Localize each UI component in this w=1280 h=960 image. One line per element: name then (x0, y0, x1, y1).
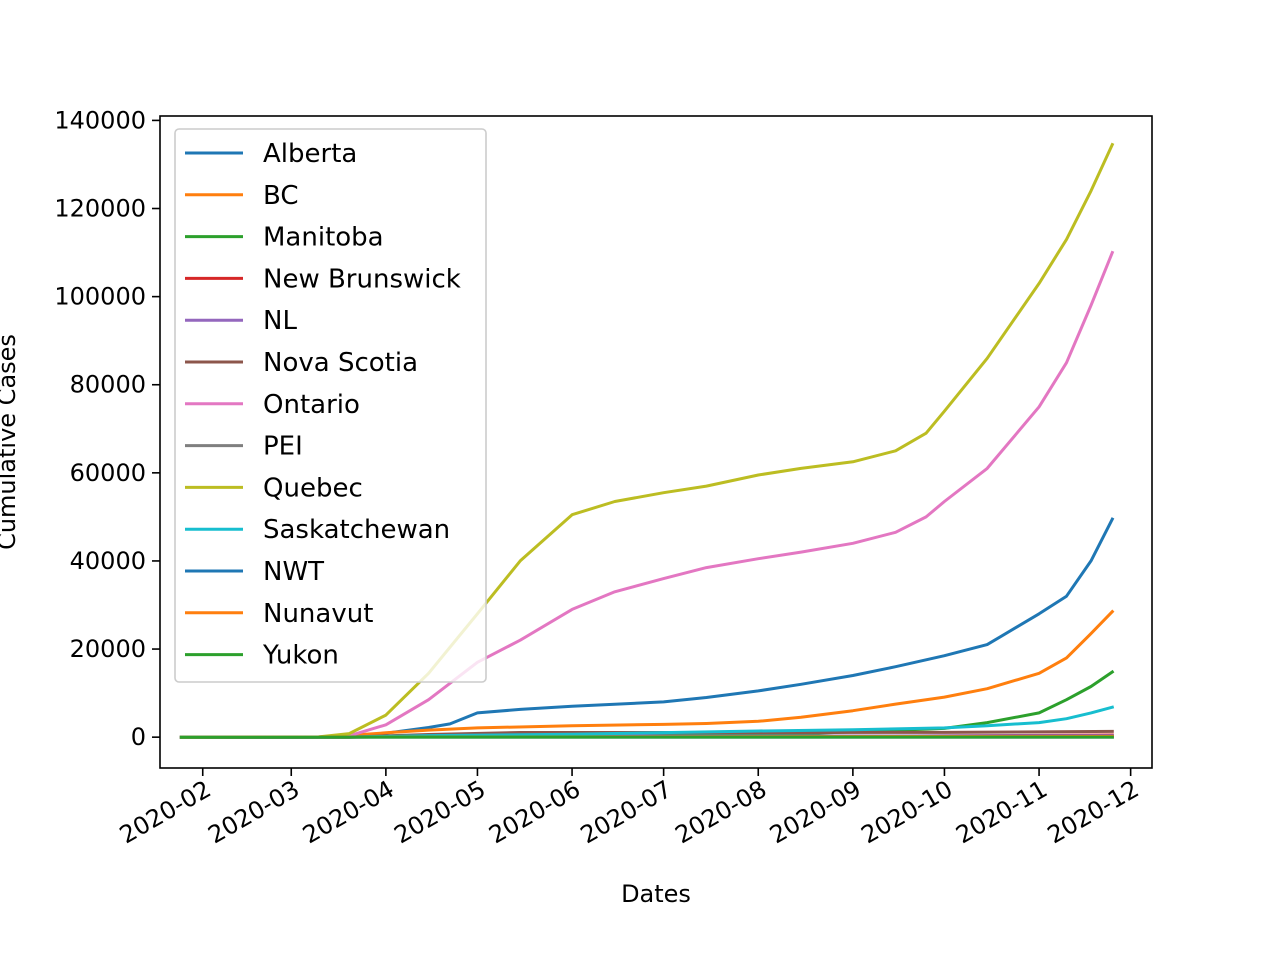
y-tick-label: 120000 (54, 195, 146, 223)
legend-label-nova-scotia: Nova Scotia (263, 348, 418, 378)
axes-frame (159, 115, 1153, 769)
legend-label-nwt: NWT (263, 557, 324, 587)
legend-label-bc: BC (263, 181, 299, 211)
y-tick-label: 140000 (54, 106, 146, 134)
x-axis-label: Dates (621, 880, 691, 908)
legend-label-new-brunswick: New Brunswick (263, 264, 461, 294)
legend-label-ontario: Ontario (263, 390, 360, 420)
plot-lines (179, 142, 1115, 739)
legend-label-nunavut: Nunavut (263, 599, 373, 629)
legend-label-alberta: Alberta (263, 139, 357, 169)
y-tick-label: 0 (131, 723, 146, 751)
y-tick-label: 40000 (70, 547, 146, 575)
y-axis-label: Cumulative Cases (0, 334, 21, 550)
legend-label-manitoba: Manitoba (263, 223, 384, 253)
legend-label-quebec: Quebec (263, 473, 363, 503)
y-tick-label: 20000 (70, 635, 146, 663)
y-tick-label: 60000 (70, 459, 146, 487)
legend-label-pei: PEI (263, 432, 303, 462)
y-tick-label: 100000 (54, 283, 146, 311)
legend-label-yukon: Yukon (262, 641, 339, 671)
legend-label-nl: NL (263, 306, 297, 336)
legend-box (174, 128, 487, 683)
series-line-bc (179, 609, 1115, 739)
legend: Alberta BC Manitoba New Brunswick NL Nova Sco… (174, 128, 487, 683)
legend-label-saskatchewan: Saskatchewan (263, 515, 450, 545)
series-line-quebec (179, 142, 1115, 739)
y-tick-label: 80000 (70, 371, 146, 399)
series-line-ontario (179, 250, 1115, 739)
y-axis: 0 20000 40000 60000 80000 100000 120000 140000 (54, 106, 160, 751)
